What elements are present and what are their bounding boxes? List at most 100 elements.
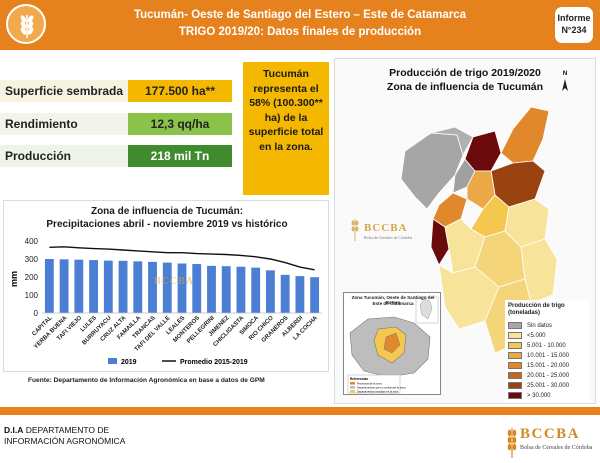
stat-label: Producción: [0, 145, 128, 167]
map-region-orange: [500, 106, 550, 164]
map-title: Producción de trigo 2019/2020: [389, 67, 541, 79]
bar-2019: [192, 264, 202, 313]
legend-item: 15.001 - 20.000: [508, 362, 588, 370]
wheat-logo-icon: [6, 4, 46, 44]
bar-2019: [44, 259, 54, 313]
report-subtitle: TRIGO 2019/20: Datos finales de producci…: [178, 26, 422, 38]
legend-item: > 30.000: [508, 392, 588, 400]
legend-label: > 30.000: [527, 393, 551, 399]
footer-department: D.I.A DEPARTAMENTO DE INFORMACIÓN AGRONÓ…: [4, 425, 125, 447]
rainfall-chart-panel: Zona de influencia de Tucumán: Precipita…: [3, 200, 329, 372]
map-subtitle: Zona de influencia de Tucumán: [386, 81, 544, 93]
y-tick-label: 300: [25, 255, 39, 264]
legend-swatch: [508, 362, 522, 369]
chart-subtitle: Precipitaciones abril - noviembre 2019 v…: [46, 219, 288, 230]
legend-swatch: [508, 322, 522, 329]
legend-swatch: [508, 382, 522, 389]
stat-row-rendimiento: Rendimiento 12,3 qq/ha: [0, 113, 232, 135]
watermark-subtext: Bolsa de Cereales de Córdoba: [364, 235, 412, 240]
inset-title: Zona Tucumán, Oeste de Santiago del Este…: [351, 295, 435, 305]
svg-text:Referencias: Referencias: [350, 377, 368, 381]
inset-map-panel: Referencias Provincias de la zona Depart…: [343, 292, 441, 395]
stat-value: 177.500 ha**: [128, 80, 232, 102]
bar-2019: [162, 262, 172, 313]
legend-label: 5.001 - 10.000: [527, 343, 566, 349]
report-number-badge: Informe N°234: [555, 7, 593, 43]
y-tick-label: 100: [25, 291, 39, 300]
legend-swatch: [508, 342, 522, 349]
stat-label: Superficie sembrada: [0, 80, 128, 102]
svg-text:Departamentos que no conforman: Departamentos que no conforman la zona: [357, 385, 406, 389]
footer-org-prefix: D.I.A: [4, 425, 24, 435]
legend-label: 20.001 - 25.000: [527, 373, 570, 379]
svg-text:Departamentos incluidos en la: Departamentos incluidos en la zona: [357, 389, 399, 393]
legend-swatch: [508, 372, 522, 379]
bar-2019: [103, 260, 113, 313]
map-region-dark: [430, 218, 450, 266]
bar-2019: [133, 261, 143, 313]
legend-item: 5.001 - 10.000: [508, 342, 588, 350]
footer-logo-text: BCCBA: [520, 426, 581, 442]
legend-label: <5.000: [527, 333, 546, 339]
map-region-gray: [430, 126, 474, 157]
bar-2019: [236, 266, 246, 313]
bar-2019: [295, 276, 305, 313]
legend-swatch: [508, 392, 522, 399]
footer-org-line2: INFORMACIÓN AGRONÓMICA: [4, 436, 126, 446]
footer-logo-subtext: Bolsa de Cereales de Córdoba: [520, 445, 593, 451]
report-number: N°234: [561, 25, 587, 35]
y-tick-label: 0: [34, 309, 39, 318]
bar-2019: [221, 266, 231, 313]
bar-2019: [74, 259, 84, 313]
svg-text:Provincias de la zona: Provincias de la zona: [357, 381, 382, 385]
bccba-watermark: BCCBA Bolsa de Cereales de Córdoba: [351, 219, 412, 241]
chart-watermark: BCCBA: [154, 276, 194, 287]
stat-label: Rendimiento: [0, 113, 128, 135]
footer-bar: [0, 407, 600, 415]
report-header: Tucumán- Oeste de Santiago del Estero – …: [0, 0, 600, 50]
chart-title: Zona de influencia de Tucumán:: [90, 206, 244, 217]
wheat-icon: [351, 219, 359, 241]
legend-label-line: Promedio 2015-2019: [180, 359, 248, 366]
legend-label: 25.001 - 30.000: [527, 383, 570, 389]
stat-value: 218 mil Tn: [128, 145, 232, 167]
legend-item: 10.001 - 15.000: [508, 352, 588, 360]
stat-row-superficie: Superficie sembrada 177.500 ha**: [0, 80, 232, 102]
bar-2019: [89, 260, 98, 313]
inset-map: Referencias Provincias de la zona Depart…: [347, 296, 439, 393]
bar-2019: [177, 263, 187, 313]
inset-subtitle: Este de Catamarca: [372, 301, 414, 306]
watermark-text: BCCBA: [364, 222, 408, 234]
legend-swatch: [508, 352, 522, 359]
y-axis-title: mm: [9, 271, 19, 287]
footer-org-line1: DEPARTAMENTO DE: [25, 425, 110, 435]
bar-2019: [207, 265, 216, 313]
legend-label-bar: 2019: [121, 359, 137, 366]
legend-title: Producción de trigo (toneladas): [508, 303, 565, 316]
legend-swatch: [508, 332, 522, 339]
legend-item: Sin datos: [508, 322, 588, 330]
bar-2019: [59, 259, 69, 313]
average-line: [49, 246, 315, 271]
north-arrow-icon: N: [562, 71, 568, 91]
bar-2019: [148, 261, 157, 313]
bar-2019: [266, 270, 275, 313]
stat-row-produccion: Producción 218 mil Tn: [0, 145, 232, 167]
report-label: Informe: [557, 13, 591, 23]
y-tick-label: 400: [25, 237, 39, 246]
legend-swatch-bar: [108, 358, 117, 364]
legend-item: <5.000: [508, 332, 588, 340]
legend-item: 25.001 - 30.000: [508, 382, 588, 390]
legend-label: 15.001 - 20.000: [527, 363, 570, 369]
bar-2019: [251, 267, 261, 313]
bccba-logo: [507, 428, 517, 458]
svg-text:N: N: [563, 71, 567, 77]
stat-value: 12,3 qq/ha: [128, 113, 232, 135]
bar-2019: [280, 274, 290, 313]
share-callout: Tucumán representa el 58% (100.300** ha)…: [243, 62, 329, 195]
legend-item: 20.001 - 25.000: [508, 372, 588, 380]
chart-source-note: Fuente: Departamento de Información Agro…: [28, 377, 265, 384]
wheat-icon: [507, 428, 517, 458]
report-title: Tucumán- Oeste de Santiago del Estero – …: [133, 9, 467, 21]
